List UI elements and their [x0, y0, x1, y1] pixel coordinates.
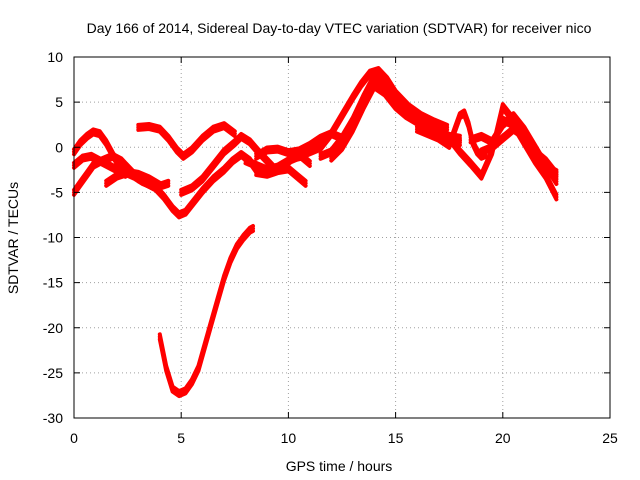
- series-line-arc-6: [157, 229, 255, 399]
- series-line-arc-4: [104, 170, 162, 188]
- y-axis-label: SDTVAR / TECUs: [5, 182, 21, 294]
- series-line-arc-6: [157, 226, 255, 396]
- y-tick-label: -30: [43, 410, 63, 426]
- y-tick-label: 10: [47, 49, 63, 65]
- series-line-arc-12: [329, 81, 462, 158]
- series-line-arc-10: [243, 66, 450, 170]
- y-tick-label: -10: [43, 230, 63, 246]
- y-tick-label: -5: [51, 184, 64, 200]
- series-line-arc-13: [415, 113, 488, 161]
- x-tick-label: 20: [495, 430, 511, 446]
- series-line-arc-8: [254, 169, 308, 188]
- x-tick-label: 25: [602, 430, 618, 446]
- x-tick-label: 5: [177, 430, 185, 446]
- series-line-arc-13: [415, 108, 488, 156]
- series-line-arc-4: [104, 168, 162, 185]
- series-group: [72, 66, 559, 399]
- y-tick-label: -25: [43, 365, 63, 381]
- series-line-arc-5: [136, 121, 237, 156]
- series-line-arc-5: [136, 126, 237, 161]
- x-axis-label: GPS time / hours: [286, 458, 393, 474]
- series-line-arc-14: [447, 107, 559, 202]
- series-line-arc-11: [318, 72, 462, 156]
- series-line-arc-17: [500, 115, 559, 172]
- series-line-arc-17: [500, 120, 559, 177]
- x-tick-label: 0: [70, 430, 78, 446]
- x-tick-label: 15: [388, 430, 404, 446]
- x-tick-label: 10: [281, 430, 297, 446]
- series-line-arc-2: [72, 127, 128, 174]
- series-line-arc-6: [157, 224, 255, 394]
- series-line-arc-4: [104, 173, 162, 190]
- y-tick-label: -15: [43, 275, 63, 291]
- y-tick-label: 0: [55, 139, 63, 155]
- series-line-arc-2: [72, 132, 128, 179]
- y-tick-label: -20: [43, 320, 63, 336]
- ticks: 0 5 10 15 20 25 -30 -25 -20 -15 -10 -5 0 5 10: [43, 49, 618, 446]
- chart-title: Day 166 of 2014, Sidereal Day-to-day VTE…: [87, 20, 592, 36]
- y-tick-label: 5: [55, 94, 63, 110]
